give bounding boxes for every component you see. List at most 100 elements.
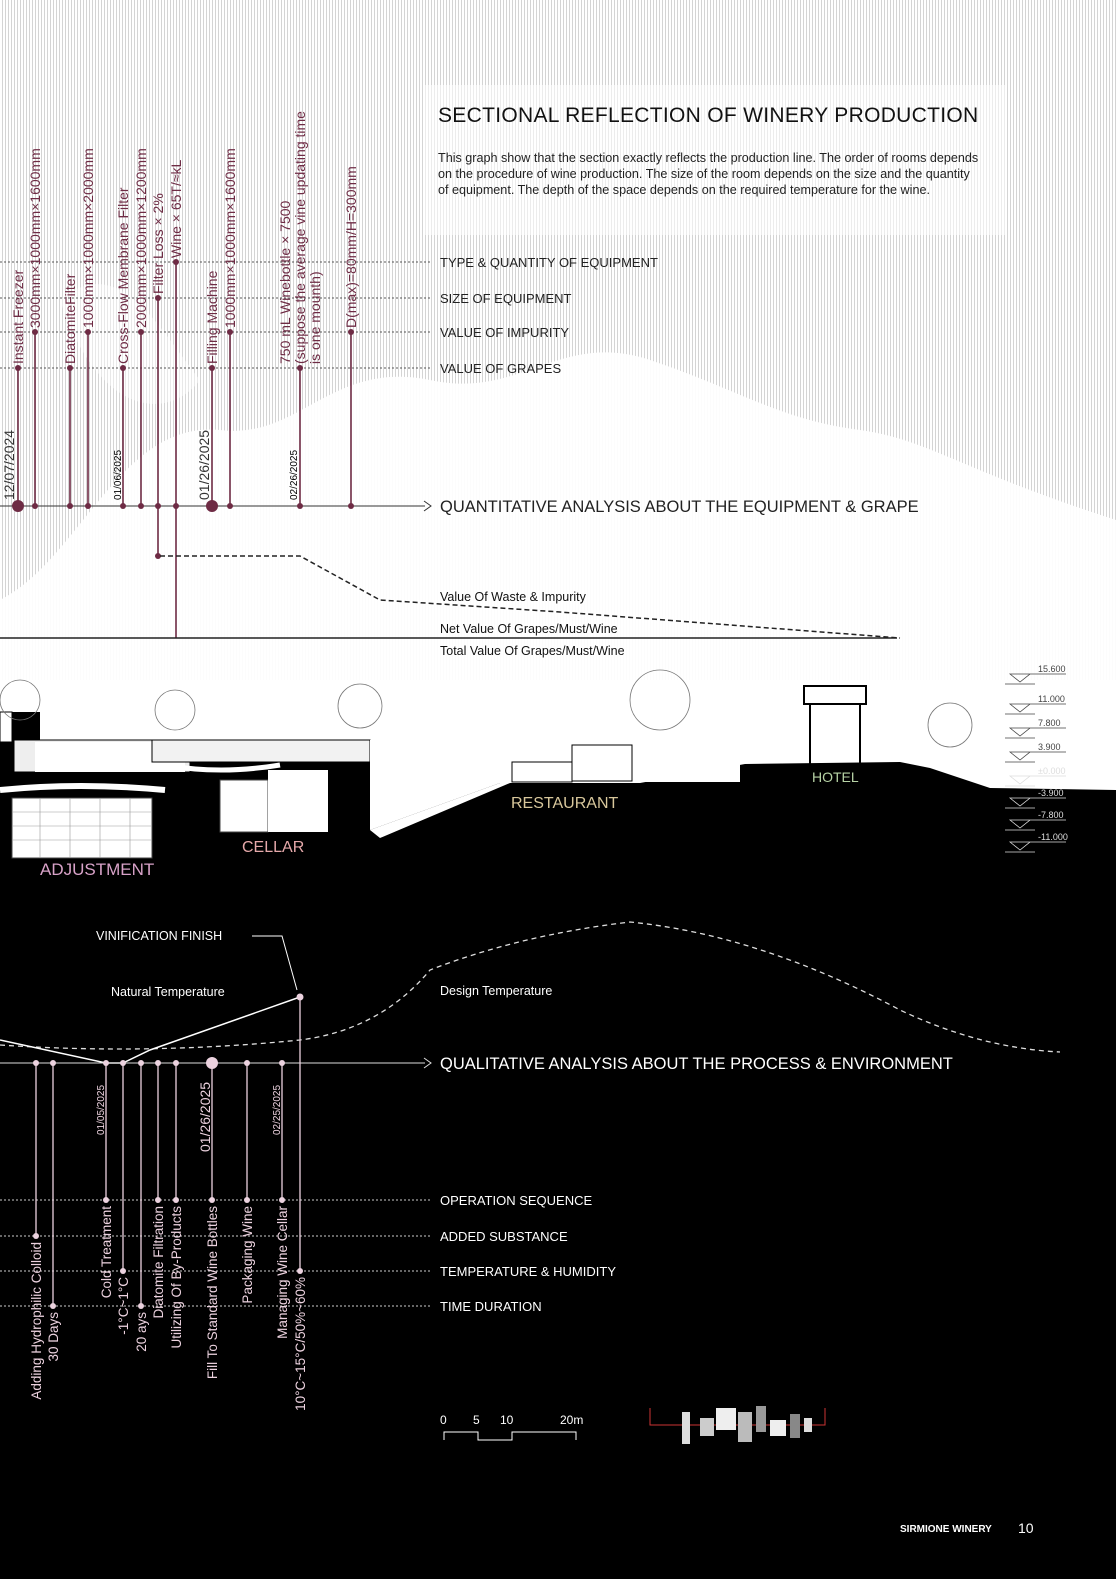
timeline-dot: [67, 503, 73, 509]
scale-tick-5: 5: [473, 1413, 480, 1427]
stem-dot: [33, 1233, 39, 1239]
natural-temperature-label: Natural Temperature: [111, 985, 225, 999]
timeline-dot: [32, 503, 38, 509]
timeline-dot: [155, 1060, 161, 1066]
process-label-diatomite_filtration: Diatomite Filtration: [151, 1206, 166, 1319]
date-label: 01/26/2025: [196, 430, 212, 500]
elevation-marker-icon: [1005, 797, 1066, 809]
arrow-icon: [423, 1057, 432, 1069]
timeline-dot: [227, 503, 233, 509]
date-label: 01/26/2025: [197, 1082, 213, 1152]
footer-project-name: SIRMIONE WINERY: [900, 1524, 992, 1535]
elevation-label: -7.800: [1038, 810, 1064, 820]
design-temperature-curve: [0, 921, 1061, 1053]
process-label-byproducts: Utilizing Of By-Products: [169, 1206, 184, 1349]
stem-label-freezer_size: 3000mm×1000mm×1600mm: [27, 148, 43, 328]
process-label-temp_cold: -1°C~1°C: [116, 1277, 131, 1335]
stem-dot: [297, 1268, 303, 1274]
arrow-icon: [423, 500, 432, 512]
scale-bar: [443, 1431, 577, 1441]
qualitative-level-lines: OPERATION SEQUENCE ADDED SUBSTANCE TEMPERA…: [0, 1193, 616, 1314]
stem-dot: [155, 295, 161, 301]
elevation-marker-icon: [1005, 819, 1066, 831]
level-label: ADDED SUBSTANCE: [440, 1229, 568, 1244]
elevation-label: 15.600: [1038, 664, 1066, 674]
level-label: OPERATION SEQUENCE: [440, 1193, 593, 1208]
restaurant-building: [370, 740, 740, 838]
timeline-dot: [120, 503, 126, 509]
stem-label-wine: Wine × 65T/≈kL: [168, 159, 184, 258]
stem-label-dmax: D(max)=80mm/H=300mm: [343, 166, 359, 328]
timeline-dot: [138, 1060, 144, 1066]
stem-dot: [32, 329, 38, 335]
level-label: TYPE & QUANTITY OF EQUIPMENT: [440, 255, 658, 270]
elevation-markers: 15.600 11.000 7.800 3.900 ±0.000 -3.900 -7.800…: [1005, 664, 1068, 853]
stem-label-winebottle_2: (suppose the average vine updating time: [292, 111, 308, 364]
timeline-dot: [244, 1060, 250, 1066]
timeline-dot: [138, 503, 144, 509]
process-label-days20: 20 ays: [134, 1312, 149, 1352]
stem-dot: [209, 1197, 215, 1203]
stem-dot: [244, 1197, 250, 1203]
scale-tick-20m: 20m: [560, 1413, 583, 1427]
stem-label-winebottle_1: 750 mL Winebottle × 7500: [277, 200, 293, 364]
hotel-tower: [803, 685, 867, 764]
page-number: 10: [1018, 1520, 1034, 1536]
stem-dot: [348, 329, 354, 335]
stem-dot: [103, 1197, 109, 1203]
stem-dot: [279, 1197, 285, 1203]
stem-dot: [173, 259, 179, 265]
stem-dot: [138, 329, 144, 335]
stem-label-filling_machine: Filling Machine: [204, 270, 220, 364]
scale-tick-0: 0: [440, 1413, 447, 1427]
date-label: 02/26/2025: [289, 450, 300, 500]
timeline-dot: [279, 1060, 285, 1066]
process-label-fill_bottles: Fill To Standard Wine Bottles: [205, 1206, 220, 1379]
stem-label-filling_size: 1000mm×1000mm×1600mm: [222, 148, 238, 328]
elevation-marker-icon: [1005, 751, 1066, 763]
elevation-marker-icon: [1005, 703, 1066, 715]
process-stems: Adding Hydrophilic Colloid 30 Days Cold Tr…: [29, 997, 308, 1411]
quantitative-level-lines: TYPE & QUANTITY OF EQUIPMENT SIZE OF EQUI…: [0, 255, 658, 376]
process-label-hydrophilic: Adding Hydrophilic Colloid: [29, 1242, 44, 1400]
level-label: TIME DURATION: [440, 1299, 542, 1314]
cloud-shapes: [0, 284, 1116, 680]
timeline-dot: [155, 503, 161, 509]
design-temperature-label: Design Temperature: [440, 984, 552, 998]
stem-label-filter_loss: Filter Loss × 2%: [150, 193, 166, 294]
ground-mass: [0, 712, 1116, 1579]
elevation-label: -3.900: [1038, 788, 1064, 798]
room-label-hotel: HOTEL: [812, 769, 859, 785]
stem-dot: [155, 553, 161, 559]
timeline-dot: [173, 1060, 179, 1066]
vinification-finish-label: VINIFICATION FINISH: [96, 929, 222, 943]
key-plan: [649, 1406, 826, 1444]
stem-label-diatomite_size: 1000mm×1000mm×2000mm: [80, 148, 96, 328]
stem-dot: [120, 365, 126, 371]
date-label: 01/06/2025: [113, 450, 124, 500]
level-label: VALUE OF GRAPES: [440, 361, 561, 376]
elevation-label: -11.000: [1038, 832, 1068, 842]
waste-label: Value Of Waste & Impurity: [440, 590, 587, 604]
qualitative-axis-label: QUALITATIVE ANALYSIS ABOUT THE PROCESS &…: [440, 1055, 953, 1073]
process-label-cold_treatment: Cold Treatment: [99, 1206, 114, 1299]
timeline-dot: [103, 1060, 109, 1066]
stem-dot: [67, 365, 73, 371]
stem-dot: [85, 329, 91, 335]
timeline-dot: [206, 500, 218, 512]
date-label: 12/07/2024: [1, 430, 17, 500]
stem-label-crossflow_size: 2000mm×1000mm×1200mm: [133, 148, 149, 328]
elevation-marker-icon: [1005, 775, 1066, 787]
timeline-dot: [50, 1060, 56, 1066]
stem-label-crossflow_filter: Cross-Flow Membrane Filter: [115, 187, 131, 364]
level-label: TEMPERATURE & HUMIDITY: [440, 1264, 616, 1279]
stem-dot: [227, 329, 233, 335]
stem-dot: [138, 1303, 144, 1309]
process-label-packaging: Packaging Wine: [240, 1206, 255, 1304]
elevation-label: ±0.000: [1038, 766, 1065, 776]
page-title: SECTIONAL REFLECTION OF WINERY PRODUCTIO…: [438, 104, 979, 127]
stem-dot: [297, 365, 303, 371]
timeline-dot: [120, 1060, 126, 1066]
date-label: 02/25/2025: [272, 1085, 283, 1135]
